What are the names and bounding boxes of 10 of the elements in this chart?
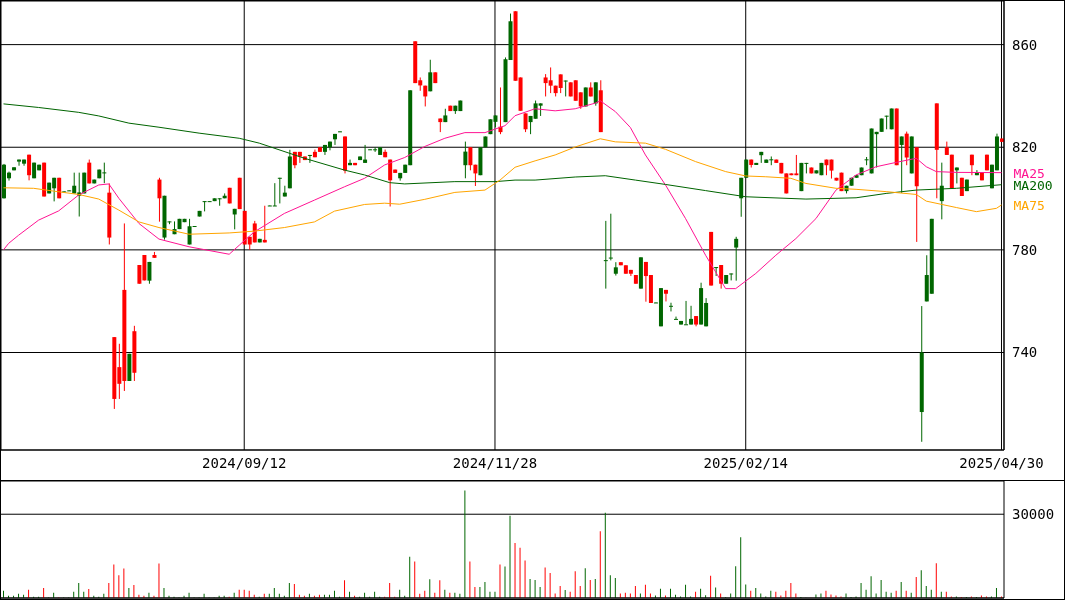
y-tick-label: 780 — [1012, 241, 1038, 258]
x-tick-label: 2025/04/30 — [959, 454, 1044, 471]
y-tick-label: 820 — [1012, 139, 1038, 156]
x-tick-label: 2025/02/14 — [703, 454, 788, 471]
y-tick-label: 740 — [1012, 344, 1038, 361]
y-tick-label: 30000 — [1012, 506, 1055, 523]
y-tick-label: 860 — [1012, 36, 1038, 53]
x-tick-label: 2024/11/28 — [452, 454, 538, 471]
series-label: MA75 — [1013, 197, 1045, 213]
x-tick-label: 2024/09/12 — [202, 454, 287, 471]
